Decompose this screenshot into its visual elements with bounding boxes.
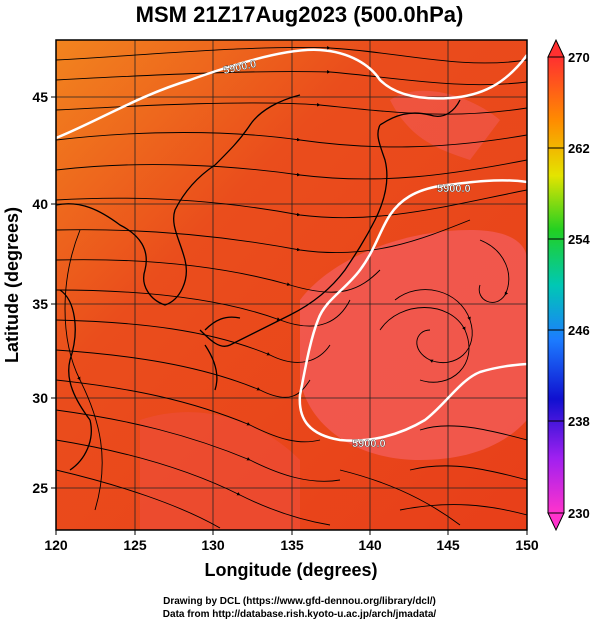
colorbar-tick-label: 230: [568, 506, 590, 521]
y-tick-label: 45: [32, 89, 48, 105]
x-tick-label: 145: [436, 537, 460, 553]
coastlines: [56, 94, 461, 471]
map-title: MSM 21Z17Aug2023 (500.0hPa): [135, 2, 464, 27]
x-tick-label: 140: [358, 537, 382, 553]
warm-region: [140, 412, 300, 530]
x-tick-label: 125: [123, 537, 147, 553]
colorbar-tick-label: 270: [568, 50, 590, 65]
contour-label: 5900.0: [352, 438, 386, 450]
colorbar: 270 262 254 246 238 230: [547, 38, 590, 532]
contour-line-north: [56, 48, 527, 140]
credit-drawing: Drawing by DCL (https://www.gfd-dennou.o…: [163, 596, 436, 607]
x-tick-label: 150: [515, 537, 539, 553]
geopotential-contours: [56, 48, 527, 442]
x-tick-label: 130: [201, 537, 225, 553]
y-tick-label: 40: [32, 196, 48, 212]
x-tick-label: 120: [44, 537, 68, 553]
colorbar-tick-label: 246: [568, 323, 590, 338]
colorbar-top-arrow: [547, 38, 565, 58]
colorbar-tick-label: 238: [568, 414, 590, 429]
colorbar-tick-label: 262: [568, 141, 590, 156]
contour-line-south: [298, 179, 527, 442]
x-tick-label: 135: [280, 537, 304, 553]
wind-streamlines: [56, 46, 527, 529]
colorbar-bottom-arrow: [547, 512, 565, 532]
x-axis-label: Longitude (degrees): [204, 560, 377, 580]
credit-data-source: Data from http://database.rish.kyoto-u.a…: [162, 609, 437, 620]
warm-region: [300, 230, 527, 460]
colorbar-tick-label: 254: [568, 232, 590, 247]
x-axis: 120 125 130 135 140 145 150: [44, 530, 539, 553]
y-tick-label: 30: [32, 390, 48, 406]
contour-label: 5900.0: [437, 183, 471, 195]
y-axis-label: Latitude (degrees): [2, 207, 22, 363]
y-axis: 45 40 35 30 25: [32, 89, 56, 496]
colorbar-scale: [547, 56, 565, 514]
y-tick-label: 25: [32, 480, 48, 496]
y-tick-label: 35: [32, 296, 48, 312]
